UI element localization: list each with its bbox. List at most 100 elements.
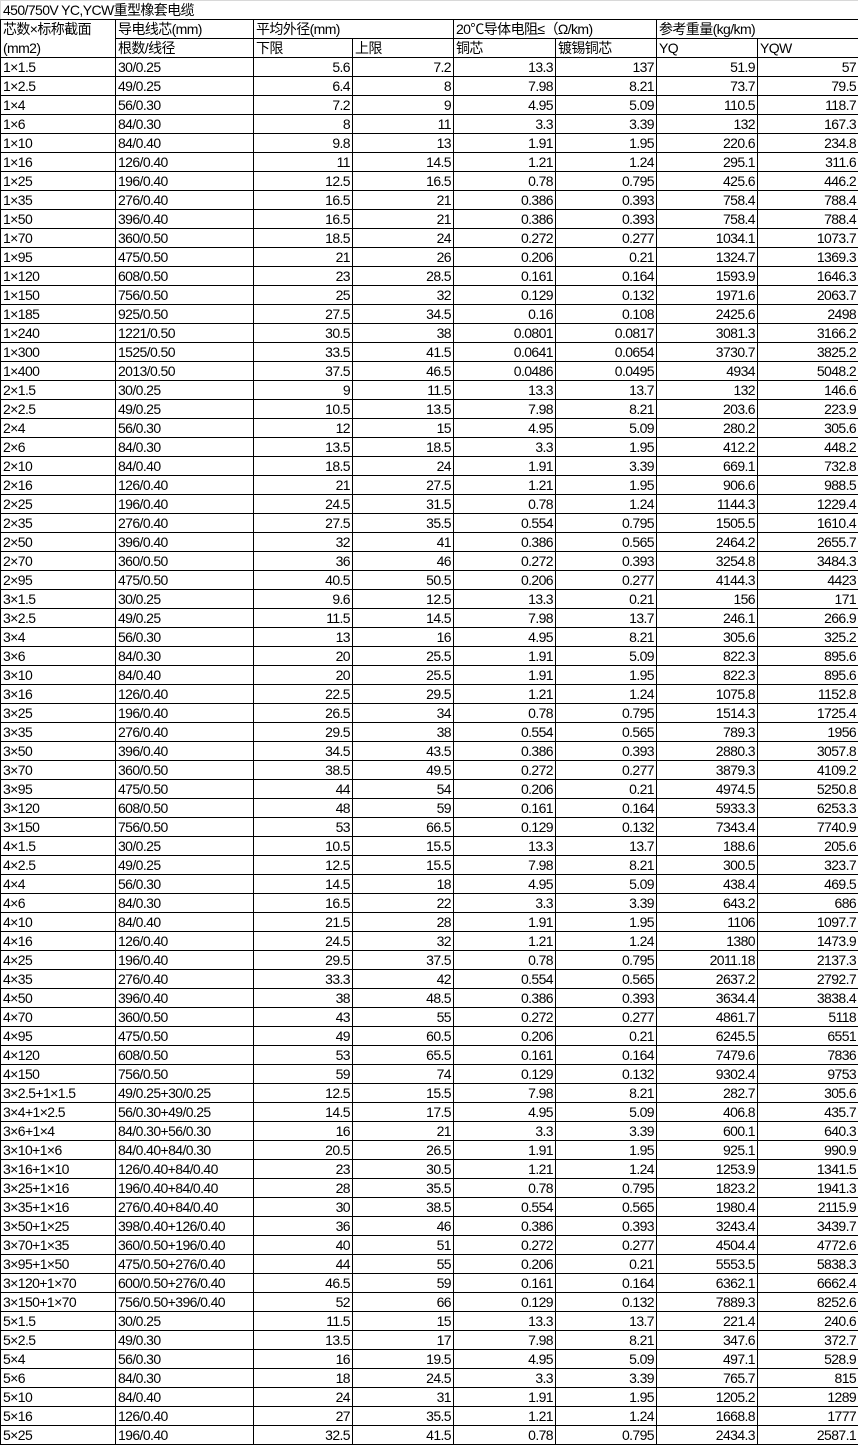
cell-diameter-high: 18.5 [352,437,454,457]
cell-spec: 3×70+1×35 [0,1235,116,1255]
cell-weight-yq: 305.6 [656,627,758,647]
cell-spec: 1×300 [0,342,116,362]
cell-resistance-tin: 1.24 [555,1159,657,1179]
cell-weight-yq: 1253.9 [656,1159,758,1179]
cell-weight-yq: 156 [656,589,758,609]
cell-weight-yqw: 3057.8 [756,741,858,761]
cell-diameter-low: 32 [253,532,353,552]
cell-diameter-low: 18.5 [253,456,353,476]
cell-diameter-low: 13 [253,627,353,647]
cell-resistance-tin: 0.795 [555,513,657,533]
cell-resistance-tin: 0.0495 [555,361,657,381]
cell-weight-yq: 7343.4 [656,817,758,837]
cell-resistance-tin: 8.21 [555,1083,657,1103]
cell-weight-yq: 110.5 [656,95,758,115]
cell-conductor: 30/0.25 [115,589,254,609]
cell-spec: 3×120 [0,798,116,818]
cell-resistance-tin: 0.164 [555,798,657,818]
table-row: 3×95+1×50 475/0.50+276/0.40 44 55 0.206 0.21 5… [0,1254,858,1274]
cell-weight-yqw: 325.2 [756,627,858,647]
cell-spec: 5×4 [0,1349,116,1369]
cell-weight-yqw: 640.3 [756,1121,858,1141]
cell-resistance-cu: 0.206 [453,247,556,267]
cell-spec: 1×16 [0,152,116,172]
cell-diameter-low: 16.5 [253,209,353,229]
cell-diameter-low: 44 [253,1254,353,1274]
cell-diameter-low: 27.5 [253,513,353,533]
cell-conductor: 276/0.40 [115,513,254,533]
cell-weight-yq: 2880.3 [656,741,758,761]
header-row-2: (mm2) 根数/线径 下限 上限 铜芯 镀锡铜芯 YQ YQW [0,38,858,58]
cell-diameter-low: 48 [253,798,353,818]
cell-weight-yq: 765.7 [656,1368,758,1388]
cell-weight-yq: 2637.2 [656,969,758,989]
header-diameter-high: 上限 [352,38,454,58]
cell-resistance-tin: 0.0654 [555,342,657,362]
cell-conductor: 30/0.25 [115,380,254,400]
cell-diameter-low: 16.5 [253,893,353,913]
cell-diameter-low: 24.5 [253,931,353,951]
table-row: 1×400 2013/0.50 37.5 46.5 0.0486 0.0495 4934 50… [0,361,858,381]
cell-diameter-low: 12.5 [253,855,353,875]
cell-diameter-high: 29.5 [352,684,454,704]
cell-spec: 3×50 [0,741,116,761]
cell-weight-yq: 925.1 [656,1140,758,1160]
cell-resistance-tin: 5.09 [555,1349,657,1369]
cell-weight-yqw: 1289 [756,1387,858,1407]
cell-weight-yqw: 5048.2 [756,361,858,381]
table-row: 2×95 475/0.50 40.5 50.5 0.206 0.277 4144.3 4423 [0,570,858,590]
table-row: 3×50 396/0.40 34.5 43.5 0.386 0.393 2880.3 3057… [0,741,858,761]
table-row: 4×35 276/0.40 33.3 42 0.554 0.565 2637.2 2792.7 [0,969,858,989]
cell-conductor: 360/0.50 [115,1007,254,1027]
cell-diameter-high: 35.5 [352,1178,454,1198]
cell-diameter-low: 12.5 [253,1083,353,1103]
cell-resistance-cu: 7.98 [453,855,556,875]
cell-diameter-low: 20 [253,665,353,685]
cell-weight-yqw: 6662.4 [756,1273,858,1293]
cell-resistance-tin: 0.277 [555,1007,657,1027]
cell-weight-yqw: 57 [756,57,858,77]
cell-diameter-low: 12.5 [253,171,353,191]
cell-weight-yq: 1144.3 [656,494,758,514]
cell-diameter-low: 27 [253,1406,353,1426]
cell-resistance-tin: 5.09 [555,1102,657,1122]
cell-conductor: 49/0.25 [115,399,254,419]
cell-resistance-cu: 0.272 [453,1007,556,1027]
cell-diameter-high: 28.5 [352,266,454,286]
table-row: 2×6 84/0.30 13.5 18.5 3.3 1.95 412.2 448.2 [0,437,858,457]
cell-diameter-low: 24 [253,1387,353,1407]
cell-resistance-cu: 0.0801 [453,323,556,343]
cell-resistance-tin: 0.795 [555,171,657,191]
cell-weight-yq: 280.2 [656,418,758,438]
cell-resistance-cu: 4.95 [453,95,556,115]
cell-weight-yqw: 988.5 [756,475,858,495]
cell-spec: 2×6 [0,437,116,457]
table-row: 4×150 756/0.50 59 74 0.129 0.132 9302.4 9753 [0,1064,858,1084]
cell-weight-yq: 132 [656,114,758,134]
cell-weight-yqw: 3825.2 [756,342,858,362]
cell-weight-yqw: 1956 [756,722,858,742]
table-row: 5×16 126/0.40 27 35.5 1.21 1.24 1668.8 1777 [0,1406,858,1426]
cell-weight-yq: 497.1 [656,1349,758,1369]
cell-diameter-high: 16.5 [352,171,454,191]
cell-weight-yq: 3879.3 [656,760,758,780]
table-row: 5×1.5 30/0.25 11.5 15 13.3 13.7 221.4 240.6 [0,1311,858,1331]
cell-diameter-high: 37.5 [352,950,454,970]
cell-conductor: 756/0.50 [115,817,254,837]
cell-resistance-tin: 0.277 [555,760,657,780]
cell-weight-yq: 4974.5 [656,779,758,799]
cell-weight-yq: 132 [656,380,758,400]
cell-resistance-tin: 0.795 [555,950,657,970]
header-weight: 参考重量(kg/km) [655,19,858,39]
cell-resistance-cu: 0.272 [453,760,556,780]
cell-spec: 3×2.5 [0,608,116,628]
cell-conductor: 1221/0.50 [115,323,254,343]
cell-diameter-low: 24.5 [253,494,353,514]
cell-resistance-tin: 0.393 [555,551,657,571]
cell-spec: 1×10 [0,133,116,153]
cell-weight-yq: 347.6 [656,1330,758,1350]
cell-spec: 3×50+1×25 [0,1216,116,1236]
table-row: 1×2.5 49/0.25 6.4 8 7.98 8.21 73.7 79.5 [0,76,858,96]
cell-weight-yqw: 9753 [756,1064,858,1084]
cell-weight-yqw: 3838.4 [756,988,858,1008]
